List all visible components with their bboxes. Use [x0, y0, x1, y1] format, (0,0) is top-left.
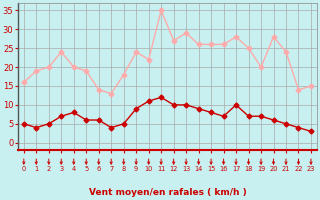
- X-axis label: Vent moyen/en rafales ( km/h ): Vent moyen/en rafales ( km/h ): [89, 188, 246, 197]
